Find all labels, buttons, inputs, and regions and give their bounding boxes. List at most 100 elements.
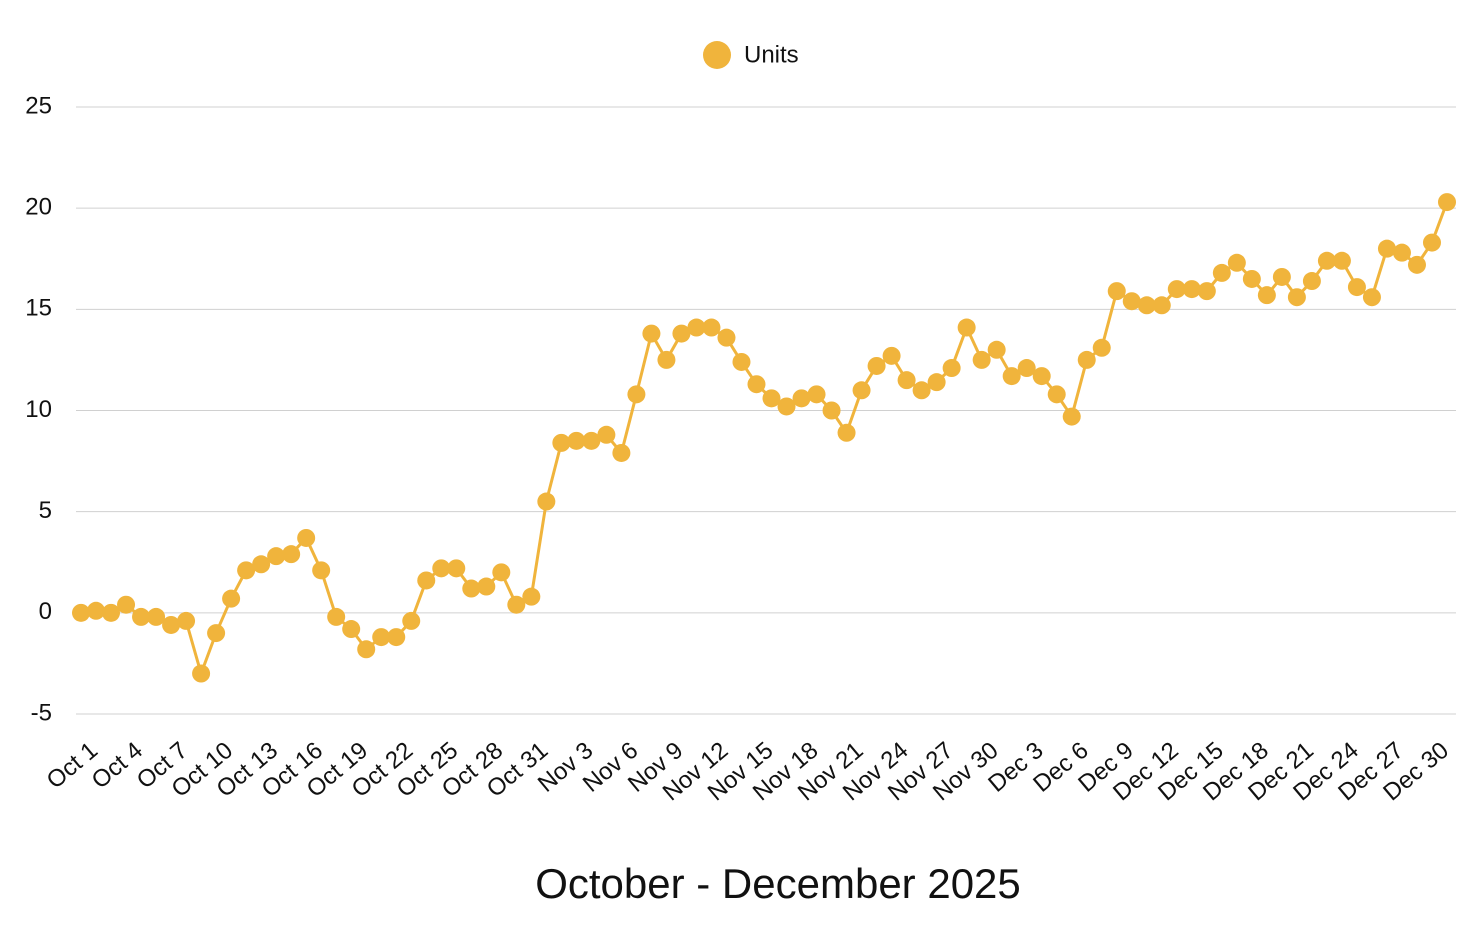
point [957, 318, 976, 337]
point [657, 350, 676, 369]
y-tick-label: 20 [25, 194, 52, 221]
point [1272, 267, 1291, 286]
point [477, 577, 496, 596]
point [747, 375, 766, 394]
point [687, 318, 706, 337]
point [1092, 338, 1111, 357]
point [132, 607, 151, 626]
x-tick-label: Oct 1 [42, 737, 103, 795]
point [117, 595, 136, 614]
point [1438, 193, 1456, 212]
point [1212, 263, 1231, 282]
point [1392, 243, 1411, 262]
point [627, 385, 646, 404]
point [927, 373, 946, 392]
point [72, 603, 90, 622]
point [537, 492, 556, 511]
y-tick-label: 0 [39, 598, 52, 625]
point [267, 547, 286, 566]
point [207, 624, 226, 643]
point [357, 640, 376, 659]
point [582, 431, 601, 450]
point [672, 324, 691, 343]
point [1362, 288, 1381, 307]
point [522, 587, 541, 606]
point [297, 528, 316, 547]
point [1302, 272, 1321, 291]
point [777, 397, 796, 416]
point [177, 611, 196, 630]
point [1407, 255, 1426, 274]
point [447, 559, 466, 578]
point [702, 318, 721, 337]
point [792, 389, 811, 408]
point [642, 324, 661, 343]
point [732, 352, 751, 371]
point [852, 381, 871, 400]
point [87, 601, 106, 620]
point [402, 611, 421, 630]
point [1422, 233, 1441, 252]
point [222, 589, 241, 608]
point [1332, 251, 1351, 270]
point [327, 607, 346, 626]
point [807, 385, 826, 404]
point [552, 433, 571, 452]
point [1167, 280, 1186, 299]
point [1287, 288, 1306, 307]
point [762, 389, 781, 408]
legend-marker [703, 41, 731, 69]
point [387, 628, 406, 647]
point [1182, 280, 1201, 299]
point [312, 561, 331, 580]
point [612, 443, 631, 462]
x-tick-label: Oct 4 [87, 737, 148, 795]
point [1107, 282, 1126, 301]
point [1032, 367, 1051, 386]
point [252, 555, 271, 574]
point [237, 561, 256, 580]
point [1047, 385, 1066, 404]
y-tick-label: 10 [25, 396, 52, 423]
point [987, 340, 1006, 359]
point [1017, 359, 1036, 378]
point [882, 346, 901, 365]
y-tick-label: 15 [25, 295, 52, 322]
point [837, 423, 856, 442]
line [80, 201, 1449, 679]
point [1317, 251, 1336, 270]
y-tick-label: 25 [25, 92, 52, 119]
point [1077, 350, 1096, 369]
point [162, 615, 181, 634]
point [867, 356, 886, 375]
point [432, 559, 451, 578]
point [1242, 269, 1261, 288]
point [1227, 253, 1246, 272]
point [597, 425, 616, 444]
point [717, 328, 736, 347]
point [1197, 282, 1216, 301]
point [342, 620, 361, 639]
point [1152, 296, 1171, 315]
point [912, 381, 931, 400]
y-tick-label: -5 [31, 699, 52, 726]
x-axis-title: October - December 2025 [535, 860, 1021, 907]
point [192, 664, 211, 683]
legend-label: Units [744, 41, 799, 68]
point [417, 571, 436, 590]
point [1257, 286, 1276, 305]
point [1377, 239, 1396, 258]
point [567, 431, 586, 450]
point [1122, 292, 1141, 311]
point [972, 350, 991, 369]
y-tick-label: 5 [39, 497, 52, 524]
point [1137, 296, 1156, 315]
point [1002, 367, 1021, 386]
point [1347, 278, 1366, 297]
point [282, 545, 301, 564]
point [942, 359, 961, 378]
point [1062, 407, 1081, 426]
point [897, 371, 916, 390]
point [147, 607, 166, 626]
